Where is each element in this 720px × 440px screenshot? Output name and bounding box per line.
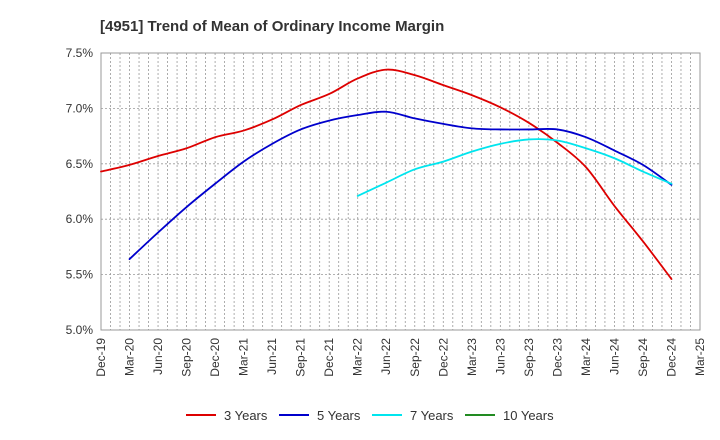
y-tick-label: 5.0% [66,323,94,337]
x-tick-label: Mar-22 [351,338,365,376]
y-tick-label: 5.5% [66,268,94,282]
legend-label-7-years: 7 Years [410,408,454,423]
legend-label-3-years: 3 Years [224,408,268,423]
x-tick-label: Mar-24 [579,338,593,376]
x-tick-label: Jun-22 [379,338,393,375]
x-tick-label: Jun-24 [607,338,621,375]
series-line-3-years [100,68,673,280]
legend: 3 Years 5 Years 7 Years 10 Years [186,408,554,423]
x-tick-label: Dec-22 [436,338,450,377]
y-tick-label: 6.0% [66,212,94,226]
x-tick-label: Sep-24 [636,338,650,377]
x-tick-label: Mar-21 [237,338,251,376]
x-tick-label: Mar-23 [465,338,479,376]
x-tick-label: Jun-21 [265,338,279,375]
x-tick-label: Mar-20 [123,338,137,376]
x-tick-label: Dec-19 [94,338,108,377]
y-tick-label: 7.5% [66,46,94,60]
x-tick-label: Sep-23 [522,338,536,377]
x-tick-label: Dec-24 [664,338,678,377]
x-tick-label: Dec-21 [322,338,336,377]
x-tick-label: Dec-20 [208,338,222,377]
plot-border [100,52,701,331]
x-tick-label: Jun-20 [151,338,165,375]
series-line-7-years [356,138,673,197]
y-tick-label: 7.0% [66,101,94,115]
legend-label-5-years: 5 Years [317,408,361,423]
x-tick-label: Sep-22 [408,338,422,377]
x-tick-label: Mar-25 [693,338,707,376]
plot-background [101,53,700,330]
series-line-5-years [128,110,673,260]
x-tick-label: Sep-20 [180,338,194,377]
x-tick-label: Sep-21 [294,338,308,377]
y-tick-label: 6.5% [66,157,94,171]
x-tick-label: Jun-23 [493,338,507,375]
plot-area: 7.5% 7.0% 6.5% 6.0% 5.5% 5.0%Dec-19 Mar-20 Jun-… [66,46,707,377]
legend-label-10-years: 10 Years [503,408,554,423]
chart-title: [4951] Trend of Mean of Ordinary Income … [100,18,444,35]
x-tick-label: Dec-23 [550,338,564,377]
